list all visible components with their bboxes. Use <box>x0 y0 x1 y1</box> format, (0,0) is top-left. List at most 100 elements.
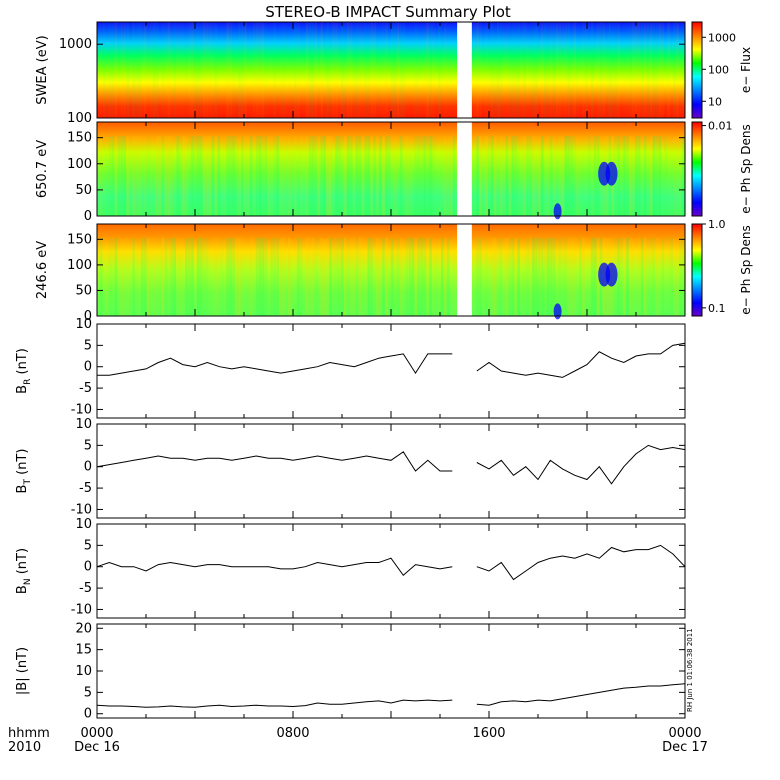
heatmap-streak <box>194 22 197 118</box>
y-tick-label: -5 <box>79 381 92 396</box>
heatmap-streak <box>135 22 138 118</box>
heatmap-streak <box>499 237 503 316</box>
heatmap-streak <box>532 22 535 118</box>
heatmap-streak <box>220 136 223 216</box>
heatmap-streak <box>182 238 185 316</box>
heatmap-streak <box>667 22 670 118</box>
heatmap-streak <box>652 136 656 216</box>
heatmap-streak <box>405 237 409 316</box>
heatmap-streak <box>394 238 397 316</box>
heatmap-streak <box>626 22 629 118</box>
heatmap-streak <box>161 237 165 316</box>
heatmap-streak <box>562 22 565 118</box>
y-tick-label: 0 <box>84 209 92 224</box>
heatmap-streak <box>194 136 197 216</box>
heatmap-streak <box>576 238 579 316</box>
heatmap-streak <box>406 22 409 118</box>
heatmap-streak <box>544 136 547 216</box>
heatmap-streak <box>220 22 223 118</box>
heatmap-streak <box>682 237 685 316</box>
heatmap-streak <box>291 136 294 216</box>
heatmap-streak <box>588 22 591 118</box>
heatmap-streak <box>538 237 541 316</box>
heatmap-streak <box>176 136 179 216</box>
heatmap-streak <box>176 22 179 118</box>
heatmap-streak <box>393 22 397 118</box>
heatmap-streak <box>288 237 291 316</box>
heatmap-streak <box>376 136 379 216</box>
heatmap-streak <box>126 237 129 316</box>
heatmap-streak <box>326 136 329 216</box>
heatmap-streak <box>549 22 553 118</box>
heatmap-streak <box>232 22 235 118</box>
heatmap-texture <box>102 22 679 118</box>
heatmap-streak <box>514 136 518 216</box>
data-gap <box>457 223 472 317</box>
heatmap-streak <box>123 22 127 118</box>
heatmap-streak <box>288 136 291 216</box>
heatmap-streak <box>517 22 521 118</box>
heatmap-streak <box>173 136 176 216</box>
heatmap-streak <box>308 237 312 316</box>
panel-br: -10 -5 0 5 10 BR (nT) <box>15 317 686 419</box>
heatmap-streak <box>252 22 256 118</box>
heatmap-streak <box>123 136 127 216</box>
heatmap-streak <box>320 136 324 216</box>
y-tick-label: 0 <box>84 560 92 575</box>
y-tick-label: 0 <box>84 360 92 375</box>
heatmap-streak <box>637 136 641 216</box>
heatmap-streak <box>208 22 212 118</box>
heatmap-streak <box>155 237 159 316</box>
heatmap-streak <box>608 22 612 118</box>
heatmap-streak <box>114 136 118 216</box>
heatmap-streak <box>590 136 594 216</box>
heatmap-streak <box>576 22 579 118</box>
heatmap-streak <box>441 22 444 118</box>
heatmap-streak <box>282 136 285 216</box>
heatmap-streak <box>261 22 265 118</box>
heatmap-streak <box>326 22 329 118</box>
heatmap-streak <box>564 22 568 118</box>
heatmap-streak <box>432 237 435 316</box>
heatmap-streak <box>303 136 306 216</box>
heatmap-streak <box>352 136 356 216</box>
series-line-bt <box>96 444 686 485</box>
series-line-bn <box>96 544 686 581</box>
heatmap-streak <box>170 136 174 216</box>
heatmap-streak <box>558 237 562 316</box>
heatmap-streak <box>488 22 491 118</box>
heatmap-streak <box>391 237 394 316</box>
heatmap-streak <box>185 237 188 316</box>
heatmap-streak <box>164 237 168 316</box>
heatmap-streak <box>570 22 573 118</box>
heatmap-streak <box>670 22 673 118</box>
heatmap-streak <box>196 237 200 316</box>
heatmap-streak <box>388 22 391 118</box>
heatmap-streak <box>285 238 288 316</box>
heatmap-streak <box>276 22 279 118</box>
heatmap-streak <box>523 22 526 118</box>
heatmap-streak <box>396 237 400 316</box>
heatmap-streak <box>435 238 438 316</box>
heatmap-streak <box>453 22 456 118</box>
heatmap-streak <box>632 22 635 118</box>
heatmap-streak <box>341 22 344 118</box>
heatmap-streak <box>279 237 282 316</box>
heatmap-streak <box>253 238 256 316</box>
heatmap-streak <box>479 22 482 118</box>
heatmap-streak <box>573 237 576 316</box>
y-tick-label: 50 <box>75 183 92 198</box>
heatmap-streak <box>582 136 585 216</box>
y-axis-label-swea: SWEA (eV) <box>35 35 50 104</box>
heatmap-streak <box>144 136 147 216</box>
heatmap-streak <box>188 22 191 118</box>
heatmap-streak <box>555 22 559 118</box>
heatmap-streak <box>538 136 541 216</box>
heatmap-streak <box>329 22 332 118</box>
heatmap-streak <box>658 136 662 216</box>
heatmap-streak <box>403 238 406 316</box>
heatmap-streak <box>329 237 332 316</box>
heatmap-streak <box>443 136 447 216</box>
y-tick-label: 100 <box>67 111 92 126</box>
colorbar-pad246 <box>691 223 703 317</box>
